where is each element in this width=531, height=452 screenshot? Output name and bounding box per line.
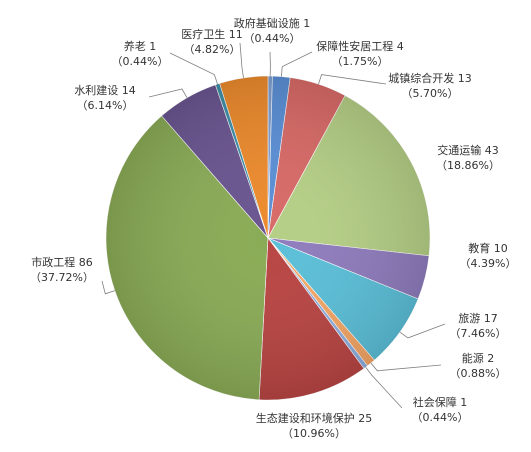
leader-line	[281, 51, 313, 77]
slice-label-percent: （0.44%）	[412, 411, 469, 424]
slice-label-percent: （0.88%）	[450, 367, 507, 380]
slice-label-name: 市政工程 86	[31, 255, 93, 269]
leader-line	[318, 74, 387, 85]
slice-label-name: 医疗卫生 11	[181, 27, 243, 41]
slice-label: 水利建设 14 （6.14%）	[74, 83, 136, 112]
slice-label-percent: （37.72%）	[30, 271, 94, 284]
slice-label: 交通运输 43 （18.86%）	[436, 143, 500, 172]
slice-label: 城镇综合开发 13 （5.70%）	[388, 71, 472, 100]
slice-label-percent: （4.39%）	[460, 257, 517, 270]
slice-label-percent: （7.46%）	[450, 327, 507, 340]
slice-label: 保障性安居工程 4 （1.75%）	[316, 39, 404, 68]
slice-label-name: 水利建设 14	[74, 83, 136, 97]
pie-slices	[105, 75, 431, 401]
slice-label-percent: （18.86%）	[436, 159, 500, 172]
slice-labels: 政府基础设施 1 （0.44%） 保障性安居工程 4 （1.75%） 城镇综合开发 13…	[30, 16, 516, 440]
leader-line	[365, 366, 403, 409]
leader-line	[169, 52, 218, 85]
slice-label-name: 保障性安居工程 4	[316, 39, 404, 53]
slice-label-percent: （4.82%）	[184, 43, 241, 56]
slice-label-name: 养老 1	[124, 39, 157, 53]
slice-label: 市政工程 86 （37.72%）	[30, 255, 94, 284]
leader-line	[239, 42, 244, 78]
leader-line	[148, 88, 188, 98]
slice-label-name: 政府基础设施 1	[234, 16, 311, 30]
slice-label-percent: （10.96%）	[282, 427, 346, 440]
slice-label: 生态建设和环境保护 25 （10.96%）	[256, 411, 373, 440]
leader-lines	[101, 42, 446, 409]
slice-label-percent: （6.14%）	[77, 99, 134, 112]
slice-label-name: 能源 2	[462, 351, 495, 365]
slice-label-percent: （0.44%）	[112, 55, 169, 68]
leader-line	[101, 280, 115, 295]
slice-label-percent: （1.75%）	[332, 55, 389, 68]
leader-line	[370, 362, 442, 372]
slice-label-name: 教育 10	[468, 241, 508, 255]
slice-label-name: 生态建设和环境保护 25	[256, 411, 373, 425]
slice-label: 社会保障 1 （0.44%）	[412, 395, 469, 424]
slice-label-name: 交通运输 43	[437, 143, 499, 157]
leader-line	[399, 323, 446, 339]
slice-label-name: 旅游 17	[458, 311, 498, 325]
slice-label: 养老 1 （0.44%）	[112, 39, 169, 68]
slice-label: 教育 10 （4.39%）	[460, 241, 517, 270]
slice-label: 政府基础设施 1 （0.44%）	[234, 16, 311, 45]
slice-label-percent: （0.44%）	[244, 32, 301, 45]
slice-label-name: 城镇综合开发 13	[388, 71, 472, 85]
slice-label-percent: （5.70%）	[402, 87, 459, 100]
slice-label: 旅游 17 （7.46%）	[450, 311, 507, 340]
slice-label: 医疗卫生 11 （4.82%）	[181, 27, 243, 56]
slice-label: 能源 2 （0.88%）	[450, 351, 507, 380]
slice-label-name: 社会保障 1	[413, 395, 468, 409]
